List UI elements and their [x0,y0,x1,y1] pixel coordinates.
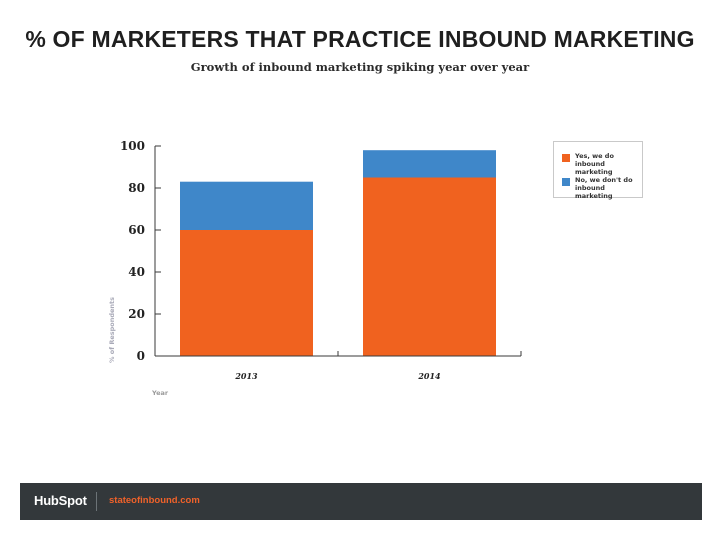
y-tick-label-0: 0 [137,349,145,363]
legend-swatch-no [562,178,570,186]
footer-bar: HubSpot stateofinbound.com [20,483,702,520]
bar-2014-no [363,150,496,178]
legend-label-yes: Yes, we do inbound marketing [575,152,614,176]
x-axis-label: Year [151,389,169,397]
bars-group [180,150,496,356]
y-tick-label-20: 20 [128,307,145,321]
x-tick-label-2013: 2013 [234,371,258,381]
y-tick-label-40: 40 [128,265,145,279]
chart-subtitle: Growth of inbound marketing spiking year… [190,60,530,74]
footer-site-link[interactable]: stateofinbound.com [109,495,200,506]
bar-2013-no [180,181,313,230]
chart-title: % OF MARKETERS THAT PRACTICE INBOUND MAR… [25,26,695,52]
footer-divider [96,492,97,511]
y-axis-label: % of Respondents [108,297,116,363]
stacked-bar-chart: 0 20 40 60 80 100 2013 2014 % of Respondents Ye… [108,139,522,397]
legend-label-no: No, we don't do inbound marketing [575,176,633,200]
legend-entry-no: No, we don't do inbound marketing [562,176,641,200]
bar-2014-yes [363,177,496,356]
x-tick-label-2014: 2014 [417,371,441,381]
chart-legend: Yes, we do inbound marketing No, we don'… [553,141,643,200]
axes-group: 0 20 40 60 80 100 2013 2014 [120,139,522,381]
legend-entry-yes: Yes, we do inbound marketing [562,152,641,176]
hubspot-logo: HubSpot [34,493,87,508]
y-tick-label-60: 60 [128,223,145,237]
y-tick-label-100: 100 [120,139,145,153]
legend-swatch-yes [562,154,570,162]
bar-2013-yes [180,230,313,356]
y-tick-label-80: 80 [128,181,145,195]
